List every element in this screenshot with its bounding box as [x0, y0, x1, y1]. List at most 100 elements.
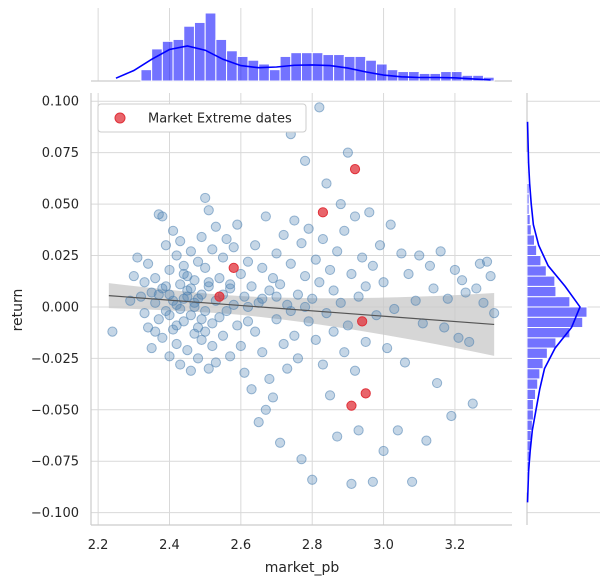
scatter-point: [160, 240, 172, 251]
scatter-point: [146, 342, 157, 354]
scatter-point: [167, 225, 179, 236]
right-hist-bar: [526, 172, 529, 185]
scatter-point: [246, 384, 257, 395]
scatter-point: [139, 308, 150, 319]
scatter-point: [364, 207, 375, 218]
extreme-point: [357, 316, 368, 327]
scatter-point: [382, 342, 393, 354]
scatter-point: [210, 357, 221, 368]
scatter-point: [435, 246, 446, 257]
scatter-point: [217, 252, 229, 263]
top-marginal-kde: [115, 45, 491, 81]
legend: Market Extreme dates: [97, 103, 307, 133]
scatter-point: [278, 229, 289, 241]
scatter-point: [246, 281, 257, 292]
x-tick-label: 3.2: [445, 538, 466, 553]
scatter-point: [314, 277, 325, 288]
right-hist-bar: [526, 388, 537, 401]
top-hist-bar: [268, 69, 281, 82]
regression-confidence-band: [108, 283, 495, 356]
scatter-point: [328, 285, 339, 296]
scatter-point: [378, 445, 389, 457]
scatter-point: [253, 417, 264, 428]
scatter-point: [267, 392, 279, 403]
scatter-point: [217, 330, 229, 341]
scatter-point: [196, 231, 207, 243]
extreme-point: [317, 207, 329, 218]
right-hist-bar: [526, 399, 534, 411]
top-hist-bar: [204, 12, 217, 82]
y-tick-label: 0.075: [42, 146, 79, 161]
scatter-point: [317, 359, 329, 370]
scatter-point: [225, 279, 236, 290]
right-hist-bar: [526, 368, 541, 380]
right-hist-bar: [526, 183, 530, 195]
scatter-point: [399, 357, 411, 368]
x-tick-labels: 2.2 2.4 2.6 2.8 3.0 3.2: [88, 538, 465, 553]
scatter-point: [303, 316, 314, 327]
scatter-point: [346, 478, 357, 489]
y-tick-labels: 0.100 0.075 0.050 0.025 0.000 −0.025 −0.050 −0.…: [31, 95, 79, 521]
scatter-point: [289, 215, 300, 226]
top-hist-bar: [365, 59, 377, 82]
x-axis-label: market_pb: [265, 560, 340, 576]
scatter-point: [164, 264, 175, 276]
scatter-point: [175, 359, 186, 370]
right-hist-bar: [526, 255, 542, 267]
scatter-point: [242, 301, 254, 313]
scatter-point: [203, 205, 214, 216]
scatter-point: [353, 425, 364, 436]
scatter-point: [464, 336, 475, 348]
scatter-point: [296, 238, 307, 249]
scatter-point: [307, 474, 318, 485]
scatter-point: [446, 410, 457, 422]
y-tick-label: 0.050: [42, 198, 79, 213]
scatter-point: [299, 155, 311, 166]
top-hist-bar: [226, 50, 238, 82]
scatter-point: [128, 270, 139, 282]
x-tick-label: 2.4: [159, 538, 180, 553]
scatter-point: [349, 365, 361, 376]
scatter-point: [414, 250, 425, 261]
scatter-point: [182, 345, 193, 356]
scatter-point: [378, 277, 389, 288]
top-hist-bar: [322, 54, 335, 82]
scatter-point: [374, 240, 386, 251]
scatter-point: [274, 437, 286, 448]
scatter-point: [189, 328, 200, 339]
scatter-point: [214, 273, 225, 284]
scatter-point: [271, 314, 282, 325]
right-hist-bar: [526, 285, 557, 298]
scatter-point: [232, 219, 243, 230]
scatter-point: [321, 178, 332, 189]
extreme-point: [214, 291, 225, 302]
scatter-point: [153, 314, 164, 325]
right-marginal-kde: [526, 121, 581, 503]
scatter-point: [200, 192, 211, 204]
scatter-point: [342, 147, 353, 158]
y-tick-label: 0.025: [42, 249, 79, 264]
scatter-point: [424, 260, 436, 271]
scatter-point: [232, 320, 243, 331]
y-tick-label: −0.050: [31, 403, 79, 418]
scatter-point: [207, 340, 218, 352]
scatter-point: [171, 320, 182, 331]
scatter-point: [189, 301, 200, 313]
scatter-point: [357, 252, 368, 263]
scatter-point: [489, 308, 500, 319]
scatter-point: [157, 332, 168, 343]
top-hist-bar: [440, 71, 452, 82]
top-hist-bar: [375, 63, 388, 82]
scatter-point: [385, 219, 396, 230]
extreme-point: [346, 400, 357, 411]
y-tick-label: −0.100: [31, 506, 79, 521]
scatter-point: [257, 347, 268, 358]
scatter-point: [171, 338, 182, 350]
y-tick-label: −0.075: [31, 455, 79, 470]
scatter-point: [310, 254, 321, 265]
scatter-point: [431, 377, 443, 389]
scatter-point: [225, 351, 236, 362]
scatter-point: [428, 283, 439, 294]
